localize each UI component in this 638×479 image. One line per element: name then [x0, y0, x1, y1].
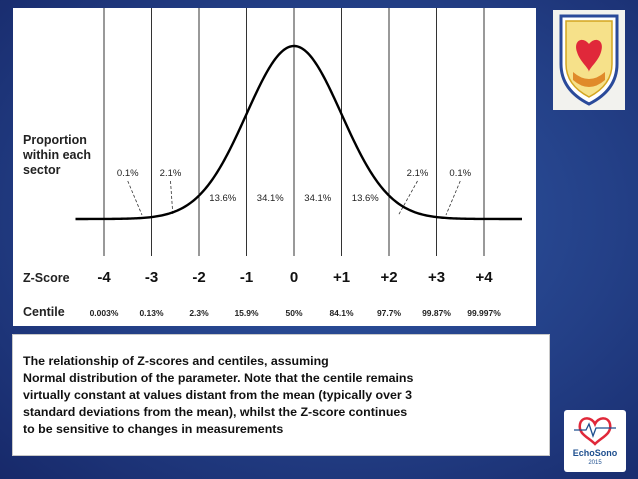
echosono-year: 2015: [588, 460, 602, 466]
tail-leader-0: [127, 180, 143, 216]
z-score-tick-0: -4: [97, 269, 111, 286]
z-score-tick-8: +4: [475, 269, 493, 286]
academy-logo: [553, 10, 625, 110]
normal-curve: [75, 44, 522, 221]
caption-box: The relationship of Z-scores and centile…: [12, 334, 550, 456]
sector-label-1: 34.1%: [257, 193, 284, 204]
tail-annotation-3: 0.1%: [449, 168, 471, 179]
z-score-tick-7: +3: [428, 269, 445, 286]
z-score-tick-1: -3: [145, 269, 158, 286]
centile-tick-7: 99.87%: [422, 308, 451, 318]
centile-tick-5: 84.1%: [329, 308, 354, 318]
tail-leader-1: [170, 180, 174, 216]
caption-text: The relationship of Z-scores and centile…: [23, 354, 414, 436]
z-score-tick-4: 0: [290, 269, 298, 286]
tail-annotation-0: 0.1%: [117, 168, 139, 179]
centile-label: Centile: [23, 305, 65, 319]
sector-label-2: 34.1%: [304, 193, 331, 204]
centile-tick-0: 0.003%: [90, 308, 119, 318]
z-score-label: Z-Score: [23, 271, 70, 285]
echosono-name: EchoSono: [572, 448, 618, 458]
normal-distribution-chart: Proportion within each sector 0.1% 2.1% 2.…: [22, 8, 522, 319]
centile-tick-4: 50%: [285, 308, 302, 318]
z-score-tick-5: +1: [333, 269, 350, 286]
academy-logo-caption: [553, 96, 625, 110]
centile-tick-3: 15.9%: [234, 308, 259, 318]
chart-panel: Proportion within each sector 0.1% 2.1% 2.…: [13, 8, 536, 326]
tail-annotation-1: 2.1%: [160, 168, 182, 179]
tail-leader-3: [445, 180, 461, 216]
sector-label-0: 13.6%: [209, 193, 236, 204]
centile-tick-8: 99.997%: [467, 308, 501, 318]
centile-tick-1: 0.13%: [139, 308, 164, 318]
echosono-logo: EchoSono 2015: [564, 410, 626, 472]
sector-label-3: 13.6%: [352, 193, 379, 204]
y-axis-title: Proportion within each sector: [22, 133, 95, 177]
tail-annotation-2: 2.1%: [407, 168, 429, 179]
tail-leader-2: [398, 180, 418, 216]
centile-tick-6: 97.7%: [377, 308, 402, 318]
z-score-tick-2: -2: [192, 269, 205, 286]
z-score-tick-3: -1: [240, 269, 253, 286]
centile-tick-2: 2.3%: [189, 308, 209, 318]
z-score-tick-6: +2: [380, 269, 397, 286]
